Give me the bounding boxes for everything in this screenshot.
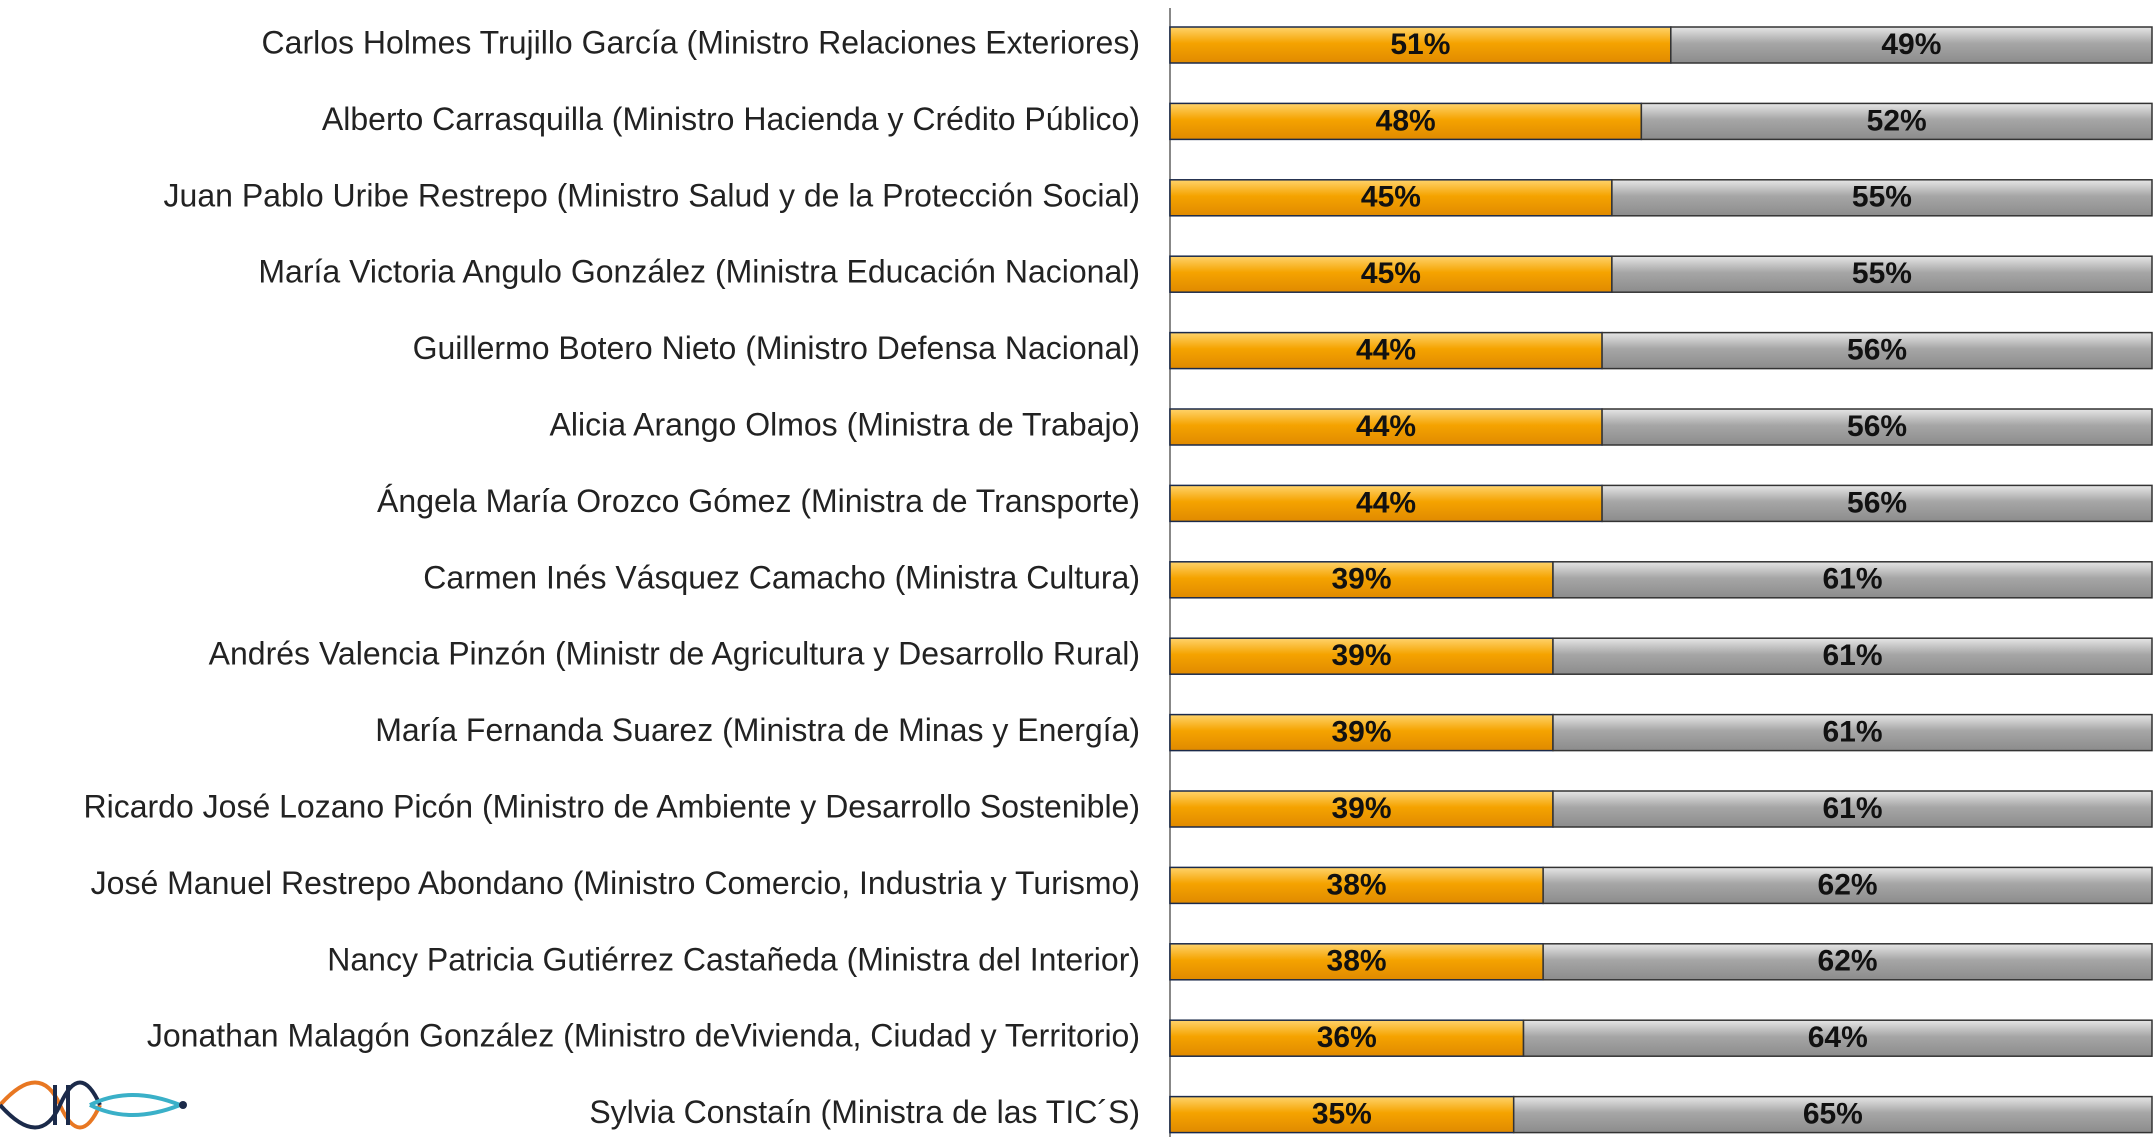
bar-segment xyxy=(1552,637,2153,675)
bar-segment xyxy=(1169,866,1544,905)
value-label: 44% xyxy=(1356,334,1416,367)
category-label: Nancy Patricia Gutiérrez Castañeda (Mini… xyxy=(327,941,1140,977)
bar-segment xyxy=(1512,1095,2153,1134)
bar-segment xyxy=(1552,561,2153,599)
category-label: Sylvia Constaín (Ministra de las TIC´S) xyxy=(589,1094,1140,1130)
bar-segment xyxy=(1169,943,1544,981)
value-label: 61% xyxy=(1822,639,1882,672)
bar-segment xyxy=(1552,713,2153,752)
bar-segment xyxy=(1611,179,2153,217)
bar-segment xyxy=(1169,26,1672,64)
bar-segment xyxy=(1169,331,1603,370)
category-label: Ángela María Orozco Gómez (Ministra de T… xyxy=(377,483,1140,519)
bar-segment xyxy=(1601,408,2153,446)
category-label: María Fernanda Suarez (Ministra de Minas… xyxy=(375,712,1140,748)
bar-segment xyxy=(1169,790,1554,828)
value-label: 56% xyxy=(1847,486,1907,519)
value-label: 45% xyxy=(1361,181,1421,214)
value-label: 44% xyxy=(1356,486,1416,519)
value-label: 55% xyxy=(1852,257,1912,290)
category-label: Juan Pablo Uribe Restrepo (Ministro Salu… xyxy=(164,177,1140,213)
category-label: Andrés Valencia Pinzón (Ministr de Agric… xyxy=(209,636,1140,672)
value-label: 45% xyxy=(1361,257,1421,290)
bar-segment xyxy=(1169,713,1554,752)
category-label: Carlos Holmes Trujillo García (Ministro … xyxy=(262,24,1140,60)
value-label: 56% xyxy=(1847,334,1907,367)
value-label: 61% xyxy=(1822,563,1882,596)
value-label: 39% xyxy=(1331,639,1391,672)
value-label: 44% xyxy=(1356,410,1416,443)
value-label: 56% xyxy=(1847,410,1907,443)
bar-segment xyxy=(1169,102,1643,141)
value-label: 36% xyxy=(1317,1021,1377,1054)
bar-segment xyxy=(1169,179,1613,217)
bar-segment xyxy=(1640,102,2153,141)
bar-segment xyxy=(1169,1095,1515,1134)
bar-segment xyxy=(1169,561,1554,599)
value-label: 39% xyxy=(1331,716,1391,749)
category-label: José Manuel Restrepo Abondano (Ministro … xyxy=(91,865,1140,901)
value-label: 52% xyxy=(1867,104,1927,137)
category-label: Carmen Inés Vásquez Camacho (Ministra Cu… xyxy=(423,559,1140,595)
value-label: 51% xyxy=(1390,28,1450,61)
category-label: Alicia Arango Olmos (Ministra de Trabajo… xyxy=(550,406,1140,442)
value-label: 39% xyxy=(1331,792,1391,825)
category-label: Alberto Carrasquilla (Ministro Hacienda … xyxy=(322,101,1140,137)
bar-segment xyxy=(1542,866,2153,905)
category-label: María Victoria Angulo González (Ministra… xyxy=(258,254,1140,290)
bar-segment xyxy=(1552,790,2153,828)
bar-segment xyxy=(1169,408,1603,446)
category-label: Jonathan Malagón González (Ministro deVi… xyxy=(147,1018,1140,1054)
logo xyxy=(0,1080,187,1130)
bar-segment xyxy=(1601,484,2153,523)
bar-segment xyxy=(1670,26,2153,64)
value-label: 65% xyxy=(1803,1098,1863,1131)
bar-segment xyxy=(1542,943,2153,981)
value-label: 48% xyxy=(1376,104,1436,137)
value-label: 39% xyxy=(1331,563,1391,596)
category-label: Ricardo José Lozano Picón (Ministro de A… xyxy=(83,788,1140,824)
bar-segment xyxy=(1611,255,2153,293)
bar-segment xyxy=(1169,484,1603,523)
value-label: 62% xyxy=(1818,945,1878,978)
value-label: 38% xyxy=(1327,945,1387,978)
value-label: 38% xyxy=(1327,868,1387,901)
value-label: 55% xyxy=(1852,181,1912,214)
bar-segment xyxy=(1601,331,2153,370)
value-label: 35% xyxy=(1312,1098,1372,1131)
category-label: Guillermo Botero Nieto (Ministro Defensa… xyxy=(413,330,1140,366)
value-label: 61% xyxy=(1822,716,1882,749)
value-label: 62% xyxy=(1818,868,1878,901)
bar-segment xyxy=(1169,637,1554,675)
value-label: 49% xyxy=(1881,28,1941,61)
bar-segment xyxy=(1522,1019,2153,1057)
value-label: 61% xyxy=(1822,792,1882,825)
value-label: 64% xyxy=(1808,1021,1868,1054)
